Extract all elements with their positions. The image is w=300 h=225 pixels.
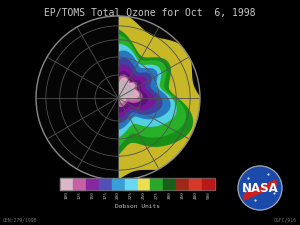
Text: Dobson Units: Dobson Units (115, 204, 160, 209)
Text: GEN:279/1998: GEN:279/1998 (3, 217, 38, 222)
Text: 225: 225 (129, 191, 133, 199)
Text: NASA: NASA (242, 182, 278, 196)
Bar (189, 178, 202, 190)
Polygon shape (117, 81, 134, 98)
Text: 200: 200 (116, 191, 120, 199)
Text: 150: 150 (90, 191, 94, 199)
Bar (99, 178, 112, 190)
Polygon shape (244, 180, 276, 200)
Text: 500: 500 (206, 191, 211, 199)
Polygon shape (36, 16, 118, 180)
Bar (112, 178, 124, 190)
Polygon shape (102, 65, 154, 117)
Bar (60, 178, 215, 190)
Text: 175: 175 (103, 191, 107, 199)
Text: 400: 400 (194, 191, 198, 199)
Text: 250: 250 (142, 191, 146, 199)
Text: 100: 100 (64, 191, 68, 199)
Text: 350: 350 (181, 191, 185, 199)
Bar (176, 178, 189, 190)
Bar (163, 178, 176, 190)
Text: 300: 300 (168, 191, 172, 199)
Bar (60, 178, 73, 190)
Text: EP/TOMS Total Ozone for Oct  6, 1998: EP/TOMS Total Ozone for Oct 6, 1998 (44, 8, 256, 18)
Polygon shape (98, 59, 162, 123)
Bar (124, 178, 137, 190)
Polygon shape (56, 28, 192, 164)
Polygon shape (36, 11, 212, 187)
Polygon shape (111, 75, 142, 106)
Bar (73, 178, 86, 190)
Bar (86, 178, 99, 190)
Circle shape (36, 16, 200, 180)
Bar (137, 178, 150, 190)
Polygon shape (107, 72, 147, 112)
Polygon shape (114, 78, 138, 102)
Text: 275: 275 (155, 191, 159, 199)
Bar (150, 178, 163, 190)
Polygon shape (92, 51, 170, 129)
Text: GSFC/916: GSFC/916 (274, 217, 297, 222)
Bar (202, 178, 215, 190)
Text: 125: 125 (77, 191, 81, 199)
Circle shape (238, 166, 282, 210)
Polygon shape (67, 35, 185, 153)
Polygon shape (82, 45, 176, 139)
